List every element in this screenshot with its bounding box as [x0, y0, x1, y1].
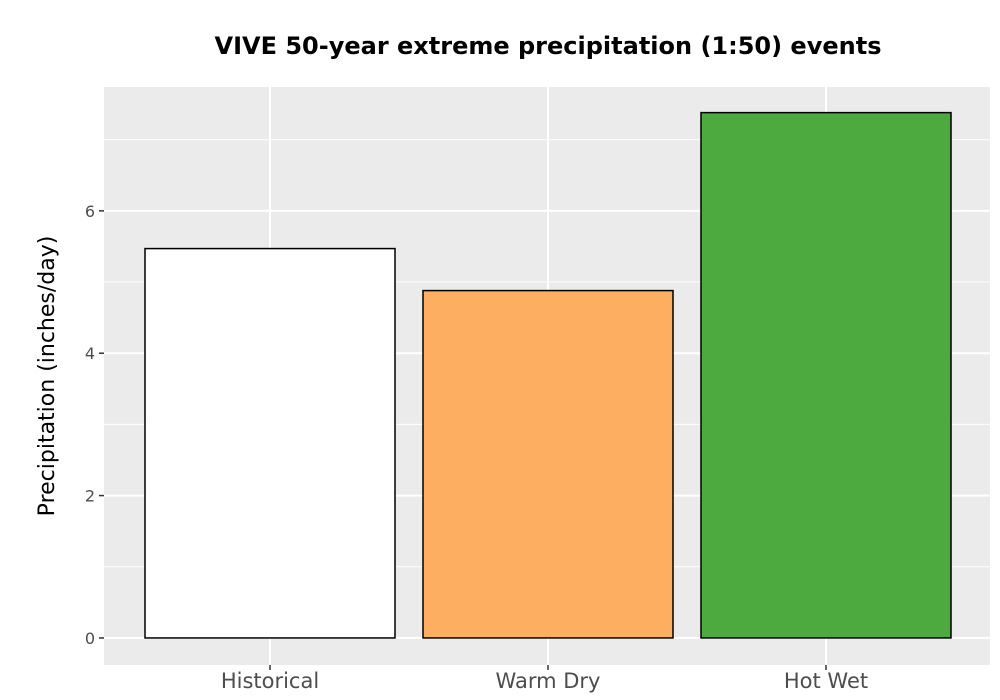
y-tick-label: 6	[85, 202, 95, 221]
y-axis-ticks: 0 2 4 6	[85, 202, 104, 648]
bars	[144, 111, 952, 639]
x-axis-ticks: Historical Warm Dry Hot Wet	[221, 665, 868, 693]
x-tick-label: Warm Dry	[496, 669, 601, 693]
y-tick-label: 2	[85, 487, 95, 506]
bar-historical	[144, 247, 396, 639]
y-tick-label: 4	[85, 344, 95, 363]
bar-hot-wet	[700, 111, 952, 639]
x-tick-label: Hot Wet	[784, 669, 868, 693]
y-tick-label: 0	[85, 629, 95, 648]
x-tick-label: Historical	[221, 669, 319, 693]
y-axis-label: Precipitation (inches/day)	[35, 236, 60, 517]
bar-warm-dry	[422, 289, 674, 639]
chart-title: VIVE 50-year extreme precipitation (1:50…	[215, 32, 882, 60]
